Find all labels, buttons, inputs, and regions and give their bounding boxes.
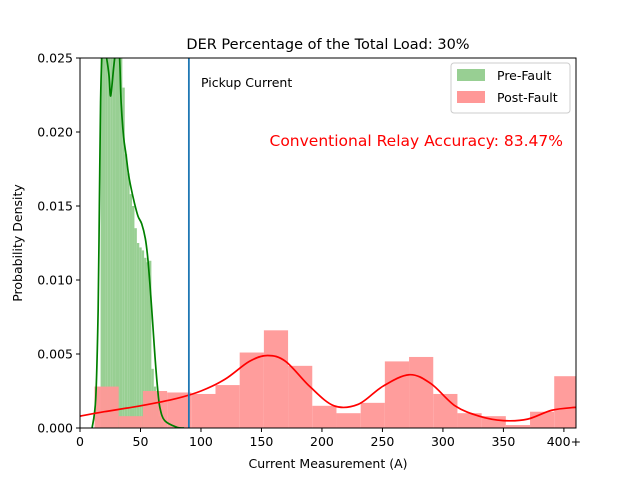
plot-area — [80, 58, 576, 428]
post-fault-bar-0 — [94, 386, 119, 428]
x-tick-label-2: 100 — [189, 434, 213, 449]
post-fault-bar-7 — [263, 330, 289, 428]
post-fault-bar-4 — [191, 393, 216, 428]
post-fault-bar-14 — [433, 393, 458, 428]
pre-fault-kde-line — [91, 58, 185, 428]
post-fault-bar-19 — [554, 376, 576, 428]
x-tick-label-5: 250 — [371, 434, 395, 449]
x-tick-label-3: 150 — [250, 434, 274, 449]
pre-fault-bar-10 — [124, 154, 128, 428]
y-tick-label-2: 0.010 — [37, 273, 73, 288]
legend-label-pre-fault: Pre-Fault — [497, 68, 551, 83]
y-axis-label: Probability Density — [10, 184, 25, 302]
pre-fault-bar-0 — [100, 58, 103, 428]
x-tick-label-0: 0 — [76, 434, 84, 449]
pre-fault-bar-19 — [146, 262, 149, 428]
y-tick-label-3: 0.015 — [37, 199, 73, 214]
y-tick-label-1: 0.005 — [37, 347, 73, 362]
post-fault-bar-5 — [215, 385, 240, 428]
pre-fault-bar-1 — [102, 58, 106, 428]
y-tick-label-4: 0.020 — [37, 125, 73, 140]
pre-fault-bar-15 — [136, 243, 140, 428]
post-fault-bar-12 — [384, 361, 410, 428]
x-tick-label-7: 350 — [491, 434, 515, 449]
pre-fault-bar-4 — [110, 58, 113, 428]
pre-fault-bar-8 — [119, 58, 123, 428]
post-fault-kde-line — [80, 354, 576, 422]
post-fault-bar-13 — [409, 356, 434, 428]
post-fault-bar-2 — [142, 391, 168, 428]
post-fault-bar-1 — [118, 416, 143, 428]
legend-label-post-fault: Post-Fault — [497, 90, 558, 105]
x-tick-label-1: 50 — [133, 434, 149, 449]
post-fault-bar-11 — [360, 402, 385, 428]
post-fault-bar-10 — [336, 413, 361, 428]
pre-fault-bar-11 — [127, 173, 130, 428]
kde-lines — [80, 58, 576, 428]
pre-fault-bar-17 — [141, 250, 145, 428]
pre-fault-bar-13 — [132, 206, 135, 428]
pre-fault-bar-16 — [139, 247, 142, 428]
post-fault-bar-9 — [312, 405, 337, 428]
x-tick-label-6: 300 — [431, 434, 455, 449]
x-tick-label-4: 200 — [310, 434, 334, 449]
pre-fault-bar-12 — [129, 194, 133, 428]
post-fault-bar-15 — [457, 413, 482, 428]
pre-fault-bar-7 — [117, 58, 120, 428]
pre-fault-bar-14 — [134, 228, 137, 428]
chart-title: DER Percentage of the Total Load: 30% — [186, 37, 469, 53]
y-tick-label-5: 0.025 — [37, 51, 73, 66]
pre-fault-bar-2 — [105, 58, 108, 428]
x-axis-label: Current Measurement (A) — [248, 456, 407, 471]
post-fault-histogram — [94, 330, 576, 428]
y-axis: 0.000 0.005 0.010 0.015 0.020 0.025 — [37, 51, 80, 436]
legend-swatch-post-fault — [457, 91, 485, 103]
y-tick-label-0: 0.000 — [37, 421, 73, 436]
legend-swatch-pre-fault — [457, 69, 485, 81]
pre-fault-bar-6 — [115, 58, 118, 428]
post-fault-bar-6 — [239, 352, 264, 428]
relay-accuracy-annotation: Conventional Relay Accuracy: 83.47% — [270, 132, 564, 150]
pickup-current-label: Pickup Current — [201, 75, 292, 90]
post-fault-bar-16 — [481, 416, 506, 428]
pre-fault-bar-9 — [122, 87, 125, 428]
post-fault-bar-17 — [505, 425, 531, 428]
pre-fault-bar-5 — [112, 58, 116, 428]
plot-frame — [79, 57, 577, 429]
pre-fault-bar-20 — [148, 260, 152, 428]
pre-fault-bar-3 — [107, 58, 111, 428]
x-tick-label-8: 400+ — [547, 434, 581, 449]
legend: Pre-Fault Post-Fault — [450, 62, 571, 114]
pre-fault-bar-18 — [144, 257, 147, 428]
x-axis: 0 50 100 150 200 250 300 350 400+ — [76, 428, 581, 449]
